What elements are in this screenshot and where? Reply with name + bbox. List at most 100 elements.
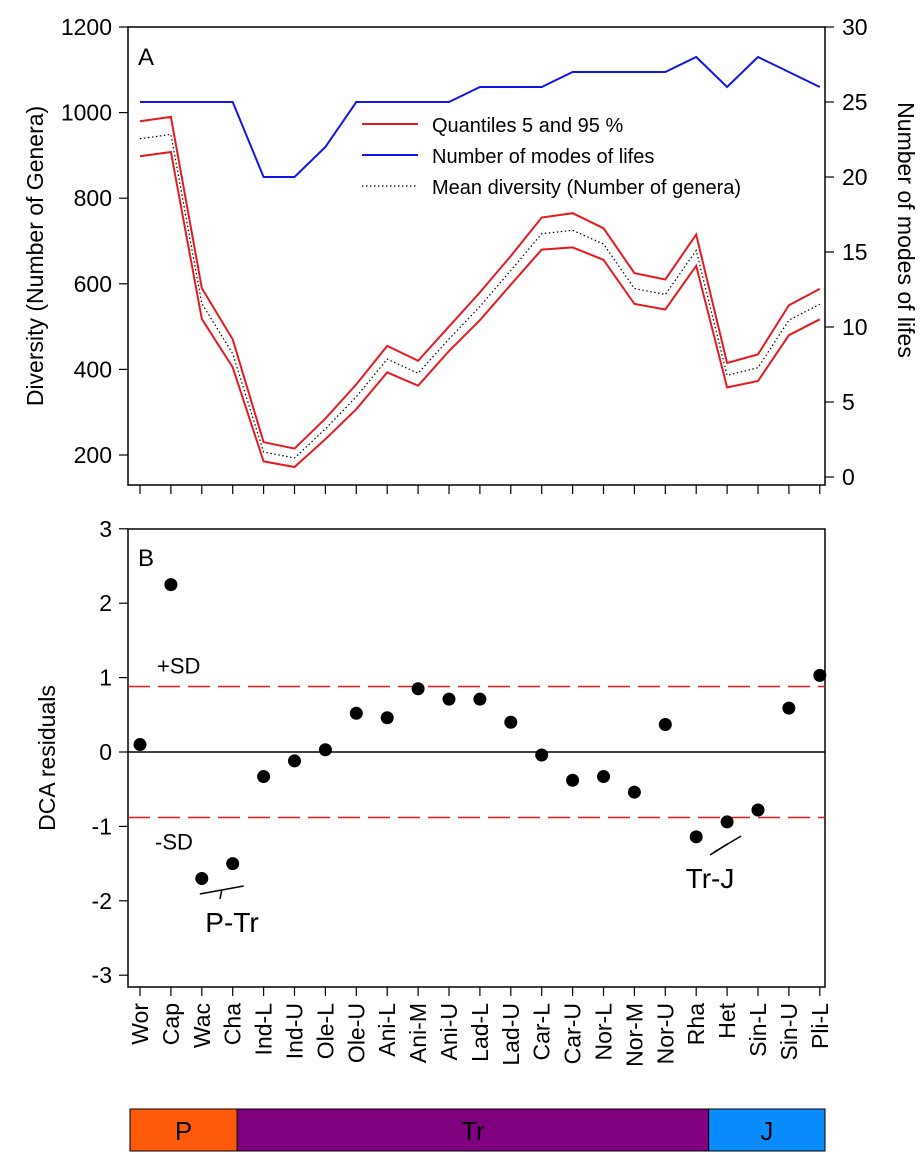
legend: Quantiles 5 and 95 % Number of modes of … xyxy=(362,115,741,199)
right-y-tick-label: 5 xyxy=(842,389,855,415)
right-y-tick-label: 20 xyxy=(842,164,868,190)
x-category-label: Het xyxy=(714,1002,740,1038)
period-band xyxy=(236,1108,710,1152)
residual-point xyxy=(566,773,580,787)
x-category-label: Ole-U xyxy=(343,1003,369,1063)
x-category-label: Cha xyxy=(220,1003,246,1045)
residual-point xyxy=(164,578,178,592)
x-category-label: Wor xyxy=(127,1003,153,1045)
x-category-label: Ind-U xyxy=(282,1003,308,1059)
left-y-tick-label: 1000 xyxy=(61,100,112,126)
mean-diversity-line xyxy=(139,133,821,459)
panel-b-y-tick-label: -2 xyxy=(92,888,112,914)
x-category-label: Sin-U xyxy=(776,1003,802,1061)
panel-a-x-ticks xyxy=(139,485,821,494)
period-label: J xyxy=(760,1116,773,1146)
residual-point xyxy=(751,803,765,817)
residual-point xyxy=(689,830,703,844)
residual-point xyxy=(380,711,394,725)
residual-point xyxy=(226,857,240,871)
modes-of-life-line xyxy=(140,55,821,178)
residual-point xyxy=(597,770,610,784)
period-band xyxy=(129,1108,238,1152)
left-y-tick-label: 400 xyxy=(74,356,112,382)
panel-b-points xyxy=(133,578,827,885)
panel-b-y-tick-label: 3 xyxy=(99,516,112,542)
period-bar: P Tr J xyxy=(129,1108,826,1152)
x-category-label: Lad-U xyxy=(498,1003,524,1066)
panel-a-series xyxy=(139,55,821,469)
period-band xyxy=(708,1108,826,1152)
panel-b-annotations: P-Tr Tr-J xyxy=(199,835,742,938)
panel-b-y-tick-label: 0 xyxy=(99,739,112,765)
left-y-tick-label: 200 xyxy=(74,442,112,468)
plus-sd-label: +SD xyxy=(157,654,200,679)
panel-b-letter: B xyxy=(138,545,154,572)
right-y-axis-label: Number of modes of lifes xyxy=(893,102,919,358)
panel-b-y-tick-label: -3 xyxy=(92,962,112,988)
legend-label-quantiles: Quantiles 5 and 95 % xyxy=(432,115,623,137)
left-y-axis: 200 400 600 800 1000 1200 xyxy=(61,14,128,468)
residual-point xyxy=(627,785,641,799)
quantile-5-line xyxy=(139,150,821,469)
residual-point xyxy=(133,738,147,752)
period-label: Tr xyxy=(461,1116,485,1146)
residual-point xyxy=(195,871,209,885)
x-category-label: Ole-L xyxy=(312,1003,338,1059)
x-category-label: Ani-U xyxy=(436,1003,462,1061)
legend-label-mean: Mean diversity (Number of genera) xyxy=(432,177,741,199)
residual-point xyxy=(473,692,487,706)
panel-b-y-axis-label: DCA residuals xyxy=(34,685,60,831)
residual-point xyxy=(504,715,518,729)
residual-point xyxy=(442,692,456,706)
x-category-label: Cap xyxy=(158,1003,184,1045)
residual-point xyxy=(720,815,734,829)
x-category-label: Ani-M xyxy=(405,1003,431,1063)
legend-label-modes: Number of modes of lifes xyxy=(432,146,654,168)
panel-b-frame xyxy=(127,528,826,988)
minus-sd-label: -SD xyxy=(155,829,193,854)
residual-point xyxy=(411,682,425,696)
panel-b-y-axis: -3 -2 -1 0 1 2 3 xyxy=(92,516,128,988)
annotation-leader xyxy=(219,889,223,900)
right-y-tick-label: 25 xyxy=(842,89,868,115)
panel-b-y-tick-label: 1 xyxy=(99,665,112,691)
right-y-tick-label: 0 xyxy=(842,464,855,490)
residual-point xyxy=(813,668,827,682)
right-y-tick-label: 30 xyxy=(842,14,868,40)
period-label: P xyxy=(175,1116,192,1146)
x-category-label: Nor-U xyxy=(652,1003,678,1064)
residual-point xyxy=(349,706,363,720)
x-category-label: Nor-M xyxy=(621,1003,647,1067)
annotation-label: P-Tr xyxy=(205,907,258,938)
panel-b-y-tick-label: -1 xyxy=(92,813,112,839)
x-category-label: Pli-L xyxy=(807,1003,833,1049)
panel-b-y-tick-label: 2 xyxy=(99,590,112,616)
residual-point xyxy=(658,717,672,731)
residual-point xyxy=(782,701,796,715)
panel-b: B -3 -2 -1 0 1 2 3 +SD -SD P-Tr Tr-J DCA residua… xyxy=(34,516,827,996)
residual-point xyxy=(257,770,271,784)
x-category-label: Wac xyxy=(189,1003,215,1048)
left-y-tick-label: 600 xyxy=(74,271,112,297)
x-category-label: Ind-L xyxy=(251,1003,277,1056)
panel-b-x-ticks xyxy=(139,987,821,996)
x-category-label: Rha xyxy=(683,1003,709,1045)
panel-a-frame xyxy=(127,26,826,486)
annotation-leader xyxy=(709,843,729,856)
left-y-tick-label: 1200 xyxy=(61,14,112,40)
panel-a-letter: A xyxy=(138,44,154,71)
residual-point xyxy=(288,754,301,768)
x-category-label: Ani-L xyxy=(374,1003,400,1057)
x-category-labels: Wor Cap Wac Cha Ind-L Ind-U Ole-L Ole-U Ani-L Ani… xyxy=(127,1002,833,1066)
residual-point xyxy=(318,743,332,757)
panel-a: A 200 400 600 800 1000 1200 0 5 10 15 20 25 30 Dive… xyxy=(22,14,919,494)
left-y-tick-label: 800 xyxy=(74,185,112,211)
x-category-label: Car-U xyxy=(560,1003,586,1064)
residual-point xyxy=(535,748,549,762)
annotation-label: Tr-J xyxy=(686,863,735,894)
right-y-tick-label: 10 xyxy=(842,314,868,340)
left-y-axis-label: Diversity (Number of Genera) xyxy=(22,106,48,406)
right-y-tick-label: 15 xyxy=(842,239,868,265)
